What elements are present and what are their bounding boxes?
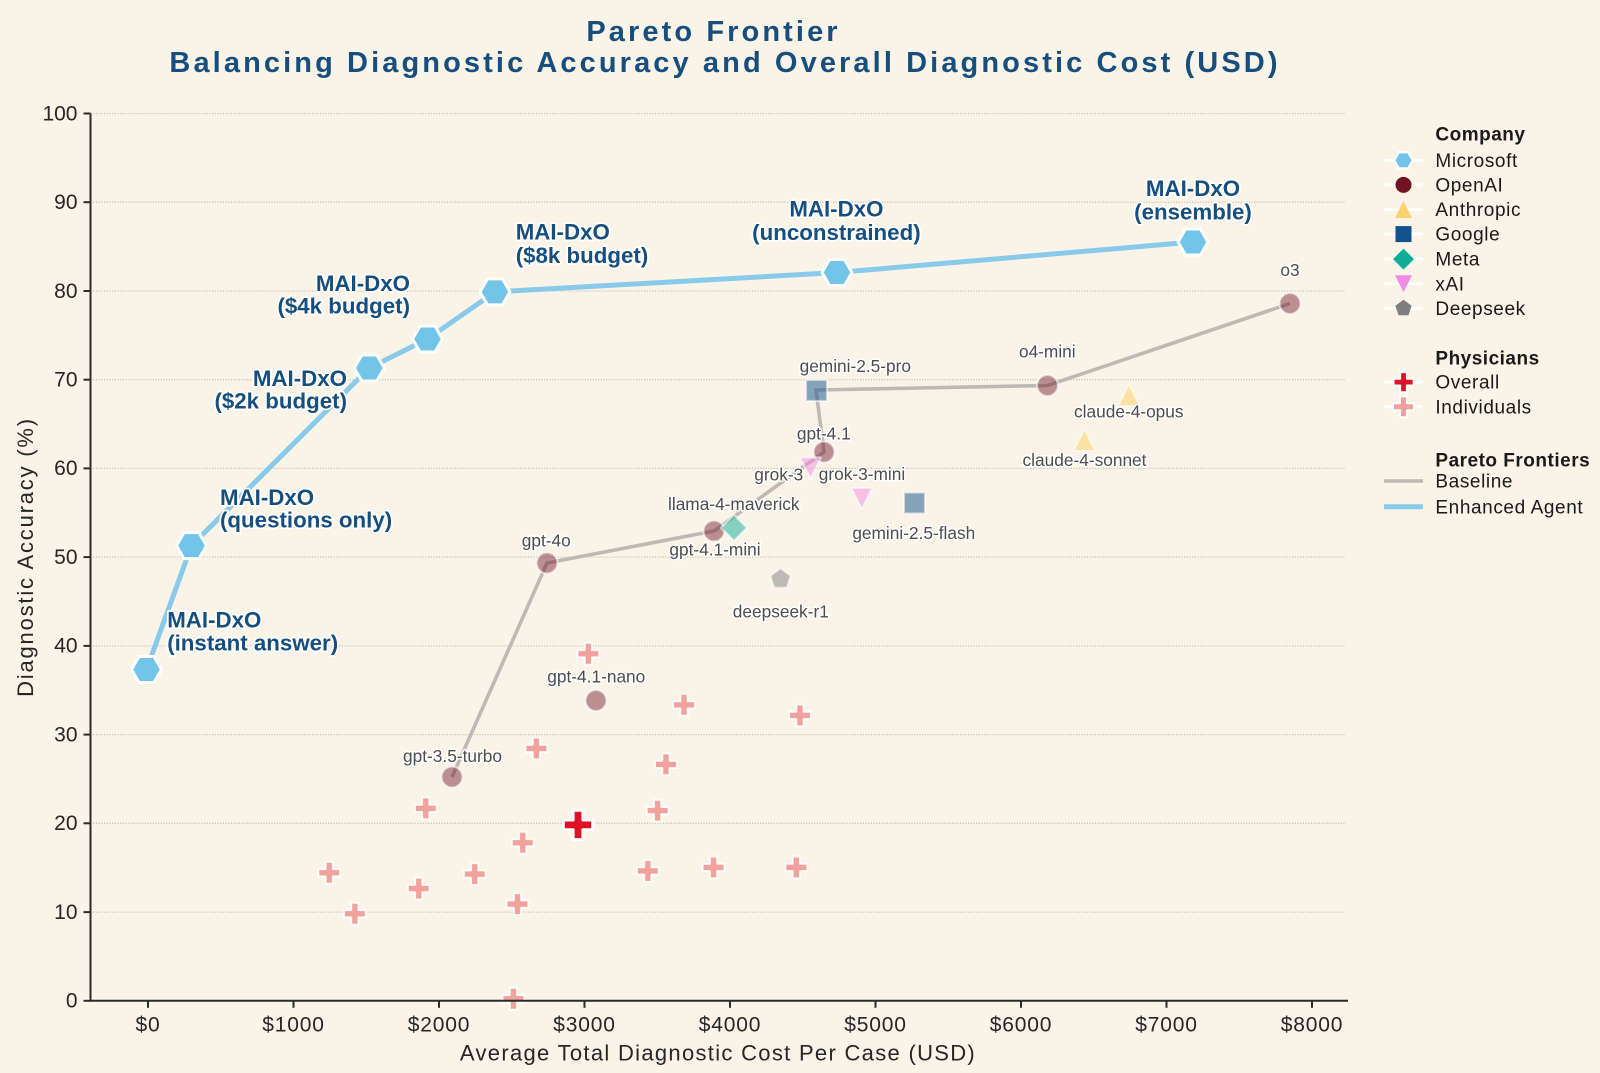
svg-text:Pareto Frontiers: Pareto Frontiers [1435, 451, 1590, 472]
svg-text:o3: o3 [1280, 260, 1299, 280]
svg-text:80: 80 [54, 280, 77, 303]
svg-text:$1000: $1000 [262, 1014, 324, 1037]
svg-text:($2k budget): ($2k budget) [214, 389, 347, 414]
svg-text:(instant answer): (instant answer) [167, 631, 338, 656]
svg-text:MAI-DxO: MAI-DxO [516, 220, 610, 245]
svg-text:$5000: $5000 [844, 1014, 906, 1037]
svg-text:($4k budget): ($4k budget) [277, 294, 410, 319]
svg-text:gpt-4.1: gpt-4.1 [797, 424, 851, 444]
svg-text:$2000: $2000 [408, 1014, 470, 1037]
svg-text:llama-4-maverick: llama-4-maverick [668, 494, 800, 514]
svg-text:Company: Company [1435, 125, 1525, 146]
svg-text:10: 10 [54, 901, 77, 924]
svg-text:Balancing Diagnostic Accuracy: Balancing Diagnostic Accuracy and Overal… [169, 47, 1280, 79]
svg-text:$8000: $8000 [1281, 1014, 1343, 1037]
svg-text:MAI-DxO: MAI-DxO [220, 485, 314, 510]
svg-text:Physicians: Physicians [1435, 349, 1539, 370]
svg-text:Anthropic: Anthropic [1435, 200, 1521, 221]
svg-text:60: 60 [54, 457, 77, 480]
svg-text:70: 70 [54, 369, 77, 392]
svg-text:90: 90 [54, 191, 77, 214]
svg-text:gpt-4o: gpt-4o [522, 531, 571, 551]
svg-text:$0: $0 [136, 1014, 161, 1037]
svg-text:30: 30 [54, 723, 77, 746]
svg-text:MAI-DxO: MAI-DxO [253, 366, 347, 391]
svg-text:gpt-4.1-nano: gpt-4.1-nano [547, 667, 645, 687]
svg-text:claude-4-sonnet: claude-4-sonnet [1023, 450, 1147, 470]
svg-text:gpt-3.5-turbo: gpt-3.5-turbo [403, 746, 502, 766]
svg-text:Baseline: Baseline [1435, 472, 1513, 493]
svg-text:grok-3-mini: grok-3-mini [819, 464, 905, 484]
svg-text:(ensemble): (ensemble) [1134, 200, 1252, 225]
svg-text:claude-4-opus: claude-4-opus [1074, 402, 1184, 422]
svg-text:Average Total Diagnostic Cost: Average Total Diagnostic Cost Per Case (… [460, 1041, 976, 1066]
svg-text:100: 100 [42, 102, 77, 125]
svg-text:gemini-2.5-pro: gemini-2.5-pro [800, 356, 911, 376]
svg-text:Meta: Meta [1435, 250, 1480, 271]
svg-text:(unconstrained): (unconstrained) [752, 220, 920, 245]
svg-text:Individuals: Individuals [1435, 397, 1531, 418]
svg-text:MAI-DxO: MAI-DxO [789, 197, 883, 222]
svg-text:0: 0 [66, 990, 78, 1013]
svg-text:Google: Google [1435, 225, 1500, 246]
svg-text:o4-mini: o4-mini [1019, 341, 1076, 361]
svg-text:Pareto Frontier: Pareto Frontier [586, 16, 840, 48]
svg-text:Microsoft: Microsoft [1435, 151, 1518, 172]
svg-text:grok-3: grok-3 [754, 465, 803, 485]
svg-text:20: 20 [54, 812, 77, 835]
svg-text:MAI-DxO: MAI-DxO [316, 271, 410, 296]
svg-text:$3000: $3000 [553, 1014, 615, 1037]
svg-text:gemini-2.5-flash: gemini-2.5-flash [852, 523, 975, 543]
svg-text:MAI-DxO: MAI-DxO [167, 608, 261, 633]
svg-text:Overall: Overall [1435, 373, 1499, 394]
svg-text:$7000: $7000 [1135, 1014, 1197, 1037]
svg-text:Diagnostic Accuracy (%): Diagnostic Accuracy (%) [13, 417, 38, 697]
svg-text:gpt-4.1-mini: gpt-4.1-mini [669, 540, 760, 560]
svg-text:MAI-DxO: MAI-DxO [1146, 176, 1240, 201]
svg-text:$4000: $4000 [699, 1014, 761, 1037]
svg-text:($8k budget): ($8k budget) [516, 243, 649, 268]
svg-text:Deepseek: Deepseek [1435, 299, 1525, 320]
svg-text:deepseek-r1: deepseek-r1 [733, 602, 829, 622]
svg-text:(questions only): (questions only) [220, 508, 392, 533]
svg-text:40: 40 [54, 635, 77, 658]
svg-text:50: 50 [54, 546, 77, 569]
svg-text:$6000: $6000 [990, 1014, 1052, 1037]
svg-text:xAI: xAI [1435, 274, 1464, 295]
svg-text:OpenAI: OpenAI [1435, 176, 1503, 197]
svg-text:Enhanced Agent: Enhanced Agent [1435, 497, 1583, 518]
